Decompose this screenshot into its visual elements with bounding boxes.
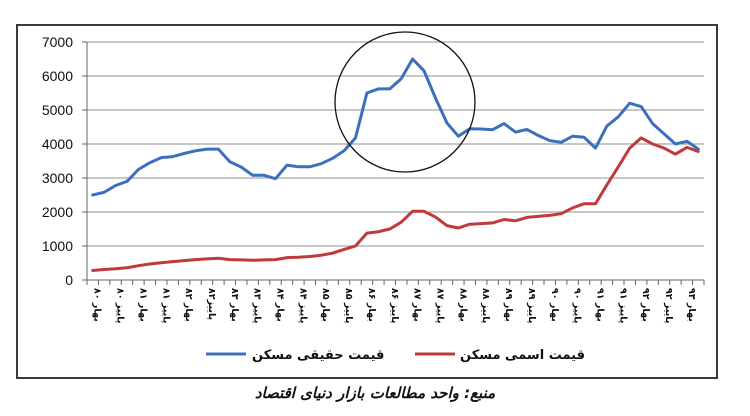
x-tick-label: بهار ۸۵ (320, 288, 331, 322)
x-tick-label: پاییز ۸۶ (389, 288, 400, 323)
y-tick-label: 5000 (42, 102, 73, 118)
x-tick-label: پاییز ۸۹ (526, 288, 537, 323)
x-tick-label: پاییز ۹۱ (617, 288, 628, 323)
y-tick-label: 0 (65, 272, 73, 288)
x-tick-label: پاییز ۸۱ (160, 288, 171, 323)
series-real-price (91, 57, 700, 197)
x-axis: بهار ۸۰ پاییز ۸۰ بهار ۸۱ پاییز ۸۱ بهار ۸۲ پای… (86, 279, 705, 323)
x-tick-label: بهار ۸۸ (457, 288, 468, 322)
x-tick-label: بهار ۸۴ (275, 288, 286, 322)
x-tick-label: پاییز ۸۴ (297, 288, 308, 323)
legend-label-nominal: قیمت اسمی مسکن (460, 348, 585, 363)
series-nominal-price (91, 136, 700, 272)
x-tick-label: بهار ۹۳ (686, 288, 697, 322)
x-tick-label: بهار ۸۹ (503, 288, 514, 322)
legend: قیمت حقیقی مسکن قیمت اسمی مسکن (206, 348, 585, 363)
x-tick-label: پاییز ۹۲ (663, 288, 674, 323)
x-tick-label: بهار ۸۱ (137, 288, 148, 322)
y-tick-label: 7000 (42, 34, 73, 50)
y-axis: 0 1000 2000 3000 4000 5000 6000 7000 (42, 34, 88, 288)
source-caption: منبع: واحد مطالعات بازار دنیای اقتصاد (254, 384, 496, 402)
highlight-circle (334, 31, 476, 173)
x-tick-label: پاییز ۹۰ (572, 288, 583, 323)
gridlines (87, 41, 704, 247)
y-tick-label: 6000 (42, 68, 73, 84)
x-tick-label: پاییز ۸۷ (434, 288, 445, 323)
x-tick-label: بهار ۸۳ (229, 288, 240, 322)
x-tick-label: بهار ۹۲ (640, 288, 651, 322)
y-tick-label: 1000 (42, 238, 73, 254)
x-tick-label: پاییز ۸۳ (252, 288, 263, 323)
chart-frame (16, 24, 718, 379)
x-tick-label: بهار ۹۱ (594, 288, 605, 322)
series-lines (91, 57, 700, 272)
x-tick-label: بهار ۸۰ (92, 288, 103, 322)
x-tick-label: پاییز ۸۸ (480, 288, 491, 323)
x-tick-label: پاییز ۸۰ (115, 288, 126, 323)
x-tick-label: بهار ۹۰ (549, 288, 560, 322)
y-tick-label: 3000 (42, 170, 73, 186)
x-tick-label: پاییز۸۲ (206, 288, 217, 320)
x-tick-label: بهار ۸۷ (412, 288, 423, 322)
legend-label-real: قیمت حقیقی مسکن (252, 348, 384, 363)
x-tick-label: بهار ۸۲ (183, 288, 194, 322)
y-tick-label: 4000 (42, 136, 73, 152)
y-tick-label: 2000 (42, 204, 73, 220)
x-tick-label: پاییز ۸۵ (343, 288, 354, 323)
x-tick-label: بهار ۸۶ (366, 288, 377, 322)
